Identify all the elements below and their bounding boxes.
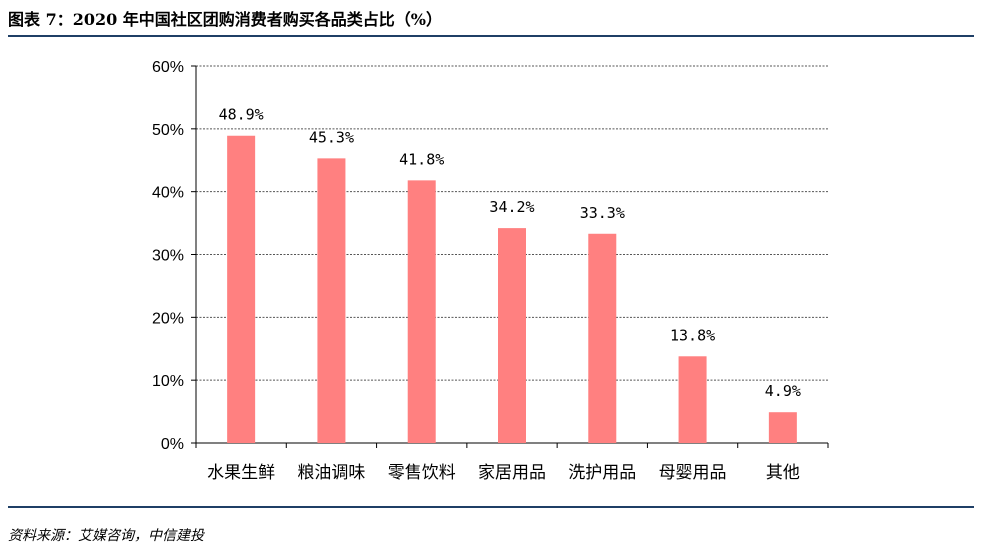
category-label: 水果生鲜 [207,463,275,483]
category-label: 粮油调味 [297,463,365,483]
bar-chart: 0% 10% 20% 30% 40% 50% 60% 48.9% 水果生鲜 45.3% 粮油调味 41… [152,59,829,483]
y-tick-label: 50% [152,122,184,139]
bar [588,233,617,443]
data-label: 41.8% [399,150,444,168]
y-tick-label: 30% [152,248,184,265]
category-label: 零售饮料 [388,463,456,483]
y-tick-label: 10% [152,373,184,390]
bar [678,356,707,443]
y-tick-label: 0% [161,436,184,453]
top-divider [8,35,974,37]
bar [317,158,346,444]
bar [407,180,436,443]
bottom-divider [8,506,974,508]
data-label: 33.3% [580,204,625,222]
category-label: 母婴用品 [659,463,727,483]
y-tick-label: 60% [152,59,184,76]
bar [768,412,797,443]
data-label: 48.9% [219,106,264,124]
y-tick-label: 40% [152,185,184,202]
source-note: 资料来源：艾媒咨询，中信建投 [8,528,204,544]
data-label: 45.3% [309,128,354,146]
y-tick-label: 20% [152,310,184,327]
data-label: 4.9% [765,382,801,400]
data-label: 34.2% [489,198,534,216]
data-label: 13.8% [670,326,715,344]
bar [227,135,256,443]
bar [498,228,526,443]
category-label: 洗护用品 [568,463,636,483]
category-label: 家居用品 [478,463,546,483]
category-label: 其他 [766,463,800,483]
chart-title: 图表 7：2020 年中国社区团购消费者购买各品类占比（%） [8,10,443,29]
